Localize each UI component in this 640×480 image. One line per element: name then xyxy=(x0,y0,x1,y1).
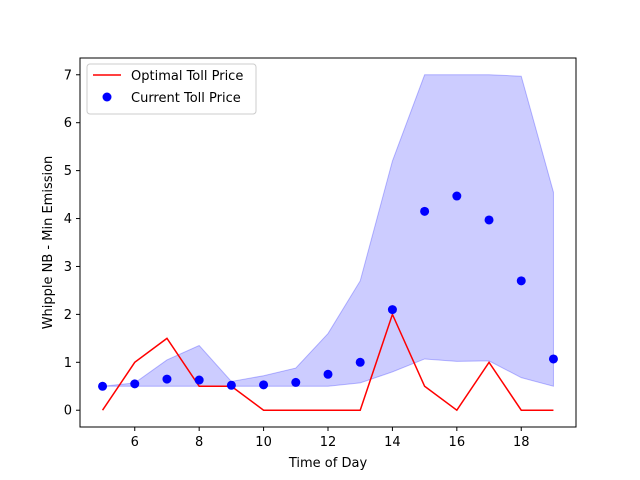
legend-box xyxy=(86,63,257,115)
x-tick-label: 8 xyxy=(195,435,203,450)
current-toll-price-point xyxy=(387,305,397,315)
x-tick-label: 16 xyxy=(449,435,466,450)
legend-optimal-label: Optimal Toll Price xyxy=(131,69,243,84)
current-toll-price-point xyxy=(291,377,301,387)
current-toll-price-point xyxy=(259,380,269,390)
x-tick-label: 10 xyxy=(255,435,272,450)
current-toll-price-point xyxy=(98,381,108,391)
current-toll-price-point xyxy=(130,379,140,389)
x-tick-label: 14 xyxy=(384,435,401,450)
legend: Optimal Toll Price Current Toll Price xyxy=(86,63,257,115)
current-toll-price-point xyxy=(420,206,430,216)
current-toll-price-point xyxy=(323,369,333,379)
y-tick-label: 4 xyxy=(64,212,72,227)
current-toll-price-point xyxy=(548,354,558,364)
x-tick-label: 12 xyxy=(320,435,337,450)
y-tick-label: 7 xyxy=(64,68,72,83)
current-toll-price-point xyxy=(162,374,172,384)
current-toll-price-point xyxy=(226,380,236,390)
current-toll-price-point xyxy=(484,215,494,225)
x-axis-label: Time of Day xyxy=(288,456,368,471)
legend-current-dot-swatch xyxy=(102,92,112,102)
y-tick-label: 6 xyxy=(64,116,72,131)
series-optimal-toll-price-line xyxy=(101,312,554,412)
y-tick-label: 0 xyxy=(64,404,72,419)
current-toll-price-point xyxy=(355,357,365,367)
x-tick-label: 6 xyxy=(131,435,139,450)
plot-area xyxy=(98,74,558,412)
y-tick-label: 3 xyxy=(64,260,72,275)
x-tick-label: 18 xyxy=(513,435,530,450)
current-toll-price-point xyxy=(516,276,526,286)
uncertainty-band xyxy=(102,74,554,387)
y-tick-label: 2 xyxy=(64,308,72,323)
y-tick-label: 5 xyxy=(64,164,72,179)
y-tick-label: 1 xyxy=(64,356,72,371)
current-toll-price-point xyxy=(194,375,204,385)
legend-current-label: Current Toll Price xyxy=(131,91,241,106)
current-toll-price-point xyxy=(452,191,462,201)
y-axis-label: Whipple NB - Min Emission xyxy=(41,156,56,330)
